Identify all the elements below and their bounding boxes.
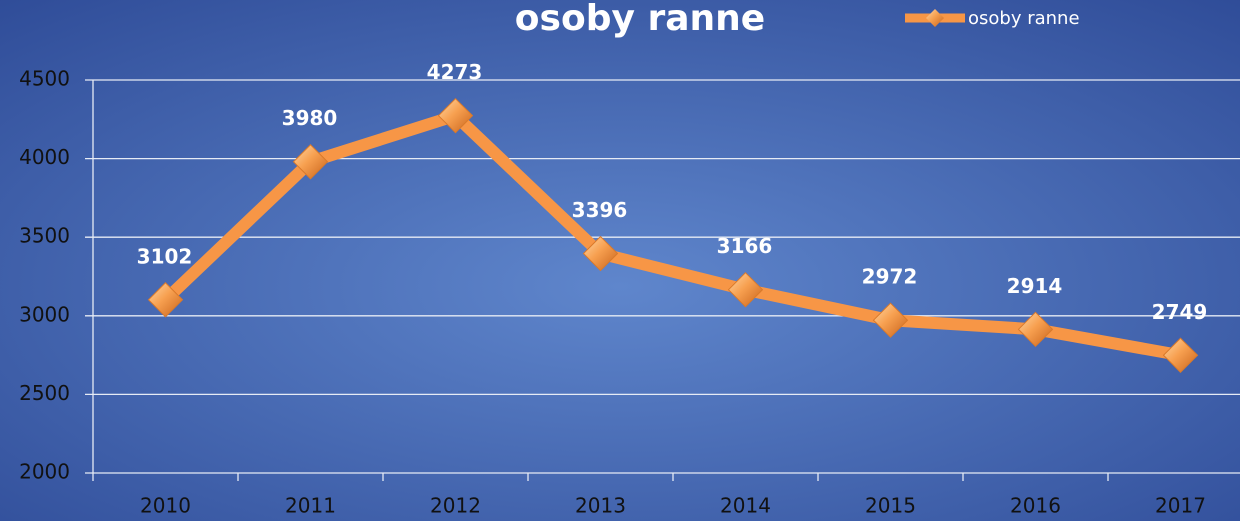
x-tick-label: 2016: [1010, 494, 1061, 518]
marker: [582, 235, 619, 272]
data-label: 3396: [572, 198, 628, 222]
x-tick-label: 2017: [1155, 494, 1206, 518]
marker: [147, 282, 184, 318]
marker: [1162, 337, 1199, 373]
marker: [292, 144, 329, 180]
marker: [1017, 311, 1054, 348]
legend: osoby ranne: [905, 8, 1080, 29]
x-tick-label: 2013: [575, 494, 626, 518]
data-label: 3980: [282, 106, 338, 130]
marker: [437, 97, 474, 134]
data-label: 3102: [137, 244, 193, 268]
data-label: 2914: [1007, 274, 1063, 298]
y-tick-label: 2000: [19, 460, 70, 484]
data-label: 2749: [1152, 300, 1208, 324]
y-tick-label: 4500: [19, 67, 70, 91]
y-tick-label: 3500: [19, 224, 70, 248]
y-tick-label: 2500: [19, 381, 70, 405]
x-tick-label: 2015: [865, 494, 916, 518]
x-tick-label: 2010: [140, 494, 191, 518]
marker: [872, 302, 909, 338]
legend-marker: [926, 9, 944, 27]
data-label: 2972: [862, 265, 918, 289]
x-tick-label: 2011: [285, 494, 336, 518]
data-label: 4273: [427, 60, 483, 84]
marker: [727, 271, 764, 308]
y-tick-label: 4000: [19, 145, 70, 169]
y-tick-label: 3000: [19, 302, 70, 326]
x-tick-label: 2014: [720, 494, 771, 518]
x-tick-label: 2012: [430, 494, 481, 518]
chart-title: osoby ranne: [515, 0, 765, 39]
legend-label: osoby ranne: [968, 8, 1080, 29]
series-line: [161, 109, 1182, 362]
data-label: 3166: [717, 234, 773, 258]
